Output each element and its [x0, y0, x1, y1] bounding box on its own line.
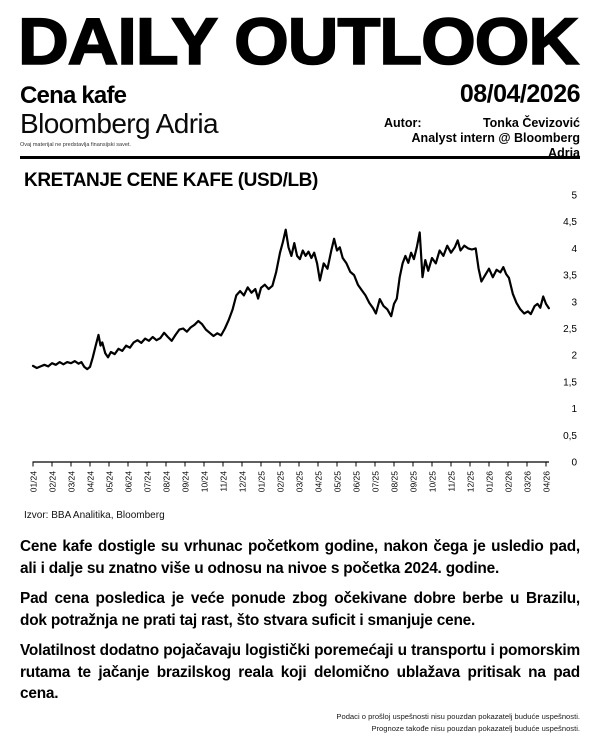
- x-tick-label: 06/25: [352, 471, 362, 493]
- x-tick-label: 10/25: [428, 471, 438, 493]
- x-tick-label: 01/24: [29, 471, 39, 493]
- x-tick-label: 02/25: [276, 471, 286, 493]
- footer-disclaimer: Podaci o prošloj uspešnosti nisu pouzdan…: [336, 711, 580, 735]
- y-tick-label: 0: [571, 458, 577, 469]
- chart-canvas: 01/24 02/24 03/24 04/24 05/24 06/24 07/24 08/24…: [29, 191, 578, 493]
- x-tick-label: 03/26: [523, 471, 533, 493]
- paragraph-peak: Cene kafe dostigle su vrhunac početkom g…: [20, 538, 580, 577]
- x-tick-label: 04/26: [542, 471, 552, 493]
- author-block: Autor: Tonka Čevizović Analyst intern @ …: [384, 116, 580, 161]
- y-tick-label: 4,5: [563, 217, 577, 228]
- masthead-title-text: DAILY OUTLOOK: [18, 10, 579, 74]
- x-tick-label: 02/26: [504, 471, 514, 493]
- footer-line-1: Podaci o prošloj uspešnosti nisu pouzdan…: [336, 712, 580, 721]
- commentary: Cene kafe dostigle su vrhunac početkom g…: [20, 536, 580, 714]
- x-tick-label: 04/25: [314, 471, 324, 493]
- x-tick-label: 03/24: [67, 471, 77, 493]
- x-tick-label: 09/25: [409, 471, 419, 493]
- x-tick-label: 12/24: [238, 471, 248, 493]
- footer-line-2: Prognoze takođe nisu pouzdan pokazatelj …: [371, 724, 580, 733]
- y-tick-label: 1,5: [563, 377, 577, 388]
- x-tick-label: 08/25: [390, 471, 400, 493]
- y-tick-label: 4: [571, 244, 577, 255]
- x-tick-label: 10/24: [200, 471, 210, 493]
- y-tick-label: 3: [571, 297, 577, 308]
- x-tick-label: 11/25: [447, 471, 457, 492]
- x-tick-label: 12/25: [466, 471, 476, 493]
- y-tick-label: 2,5: [563, 324, 577, 335]
- y-tick-label: 5: [571, 191, 577, 202]
- header-divider: [20, 156, 580, 159]
- paragraph-supply: Pad cena posledica je veće ponude zbog o…: [20, 590, 580, 629]
- price-line: [31, 228, 551, 371]
- y-tick-label: 3,5: [563, 271, 577, 282]
- price-line-chart: 01/24 02/24 03/24 04/24 05/24 06/24 07/24 08/24…: [0, 165, 600, 513]
- report-subtitle: Cena kafe: [20, 82, 127, 109]
- chart-source: Izvor: BBA Analitika, Bloomberg: [24, 510, 165, 521]
- x-tick-label: 01/26: [485, 471, 495, 493]
- author-name: Tonka Čevizović: [482, 116, 580, 130]
- micro-disclaimer: Ovaj materijal ne predstavlja finansijsk…: [20, 142, 131, 148]
- x-tick-label: 06/24: [124, 471, 134, 493]
- author-label: Autor:: [384, 116, 422, 130]
- paragraph-volatility: Volatilnost dodatno pojačavaju logističk…: [20, 642, 580, 702]
- brand-name: Bloomberg Adria: [20, 108, 219, 139]
- x-tick-label: 04/24: [86, 471, 96, 493]
- report-date: 08/04/2026: [459, 80, 581, 108]
- chart-title: KRETANJE CENE KAFE (USD/LB): [24, 170, 318, 191]
- x-tick-label: 01/25: [257, 471, 267, 493]
- y-tick-label: 1: [571, 404, 577, 415]
- x-tick-label: 11/24: [219, 471, 229, 492]
- y-tick-label: 0,5: [563, 431, 577, 442]
- x-tick-label: 07/25: [371, 471, 381, 493]
- x-tick-label: 08/24: [162, 471, 172, 493]
- x-tick-label: 02/24: [48, 471, 58, 493]
- masthead-title: DAILY OUTLOOK: [18, 10, 581, 74]
- x-tick-label: 09/24: [181, 471, 191, 493]
- x-tick-label: 03/25: [295, 471, 305, 493]
- x-tick-label: 07/24: [143, 471, 153, 493]
- x-tick-label: 05/25: [333, 471, 343, 493]
- x-tick-label: 05/24: [105, 471, 115, 493]
- y-tick-label: 2: [571, 351, 577, 362]
